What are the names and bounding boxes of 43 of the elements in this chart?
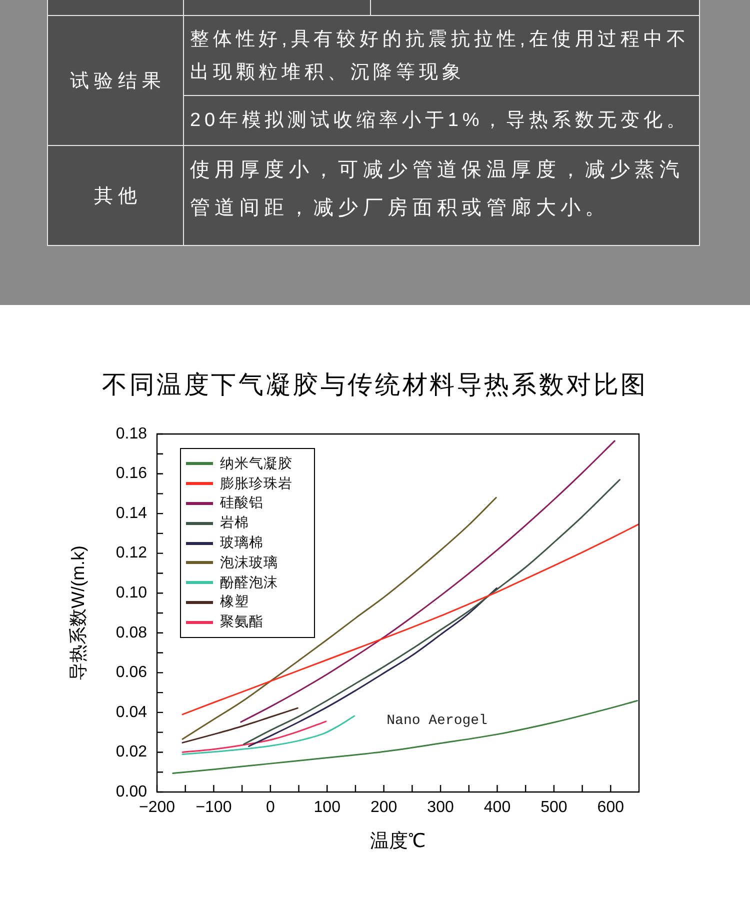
- y-tick-label: 0.00: [116, 783, 148, 800]
- chart-title: 不同温度下气凝胶与传统材料导热系数对比图: [101, 370, 649, 401]
- x-tick-label: 200: [370, 799, 398, 816]
- line-series: [248, 587, 498, 748]
- x-axis-title: 温度℃: [370, 830, 426, 852]
- annotation: Nano Aerogel: [386, 713, 488, 730]
- legend-label: 泡沫玻璃: [220, 554, 278, 572]
- line-series: [182, 720, 327, 753]
- legend-label: 聚氨酯: [220, 613, 264, 632]
- text: 使用厚度小，可减少管道保温厚度，减少蒸汽管道间距，减少厂房面积或管廊大小。: [190, 159, 684, 219]
- legend-label: 纳米气凝胶: [220, 454, 292, 473]
- y-tick-label: 0.10: [116, 584, 148, 602]
- legend-label: 玻璃棉: [220, 534, 264, 552]
- y-tick-label: 0.04: [116, 704, 148, 721]
- y-tick-label: 0.08: [116, 624, 148, 642]
- x-tick-label: 500: [540, 799, 568, 816]
- x-tick-label: 600: [597, 799, 624, 816]
- legend-label: 膨胀珍珠岩: [220, 474, 292, 493]
- y-axis-title: 导热系数W/(m.k): [68, 546, 88, 680]
- x-tick-label: −200: [138, 799, 176, 816]
- legend-label: 橡塑: [220, 593, 249, 612]
- x-tick-label: 100: [314, 799, 341, 816]
- y-tick-label: 0.16: [116, 465, 148, 482]
- line-series: [172, 700, 638, 774]
- line-series: [182, 707, 298, 744]
- legend-label: 酚醛泡沫: [220, 574, 278, 592]
- line-series: [182, 715, 356, 755]
- line-series: [182, 496, 497, 740]
- x-tick-label: 300: [427, 799, 454, 816]
- y-tick-label: 0.06: [116, 664, 148, 682]
- x-tick-label: −100: [196, 799, 232, 816]
- text: 整体性好,具有较好的抗震抗拉性,在使用过程中不出现颗粒堆积、沉降等现象: [190, 29, 690, 83]
- text: 试验结果: [70, 70, 166, 94]
- text: 20年模拟测试收缩率小于1%，导热系数无变化。: [190, 109, 690, 133]
- x-tick-label: 0: [266, 799, 275, 816]
- legend-label: 岩棉: [220, 514, 249, 532]
- y-tick-label: 0.14: [116, 504, 148, 522]
- text: 其他: [94, 184, 142, 208]
- x-tick-label: 400: [484, 799, 511, 816]
- y-tick-label: 0.12: [116, 544, 148, 562]
- y-tick-label: 0.02: [116, 744, 148, 761]
- y-tick-label: 0.18: [116, 425, 148, 442]
- legend-label: 硅酸铝: [220, 494, 264, 512]
